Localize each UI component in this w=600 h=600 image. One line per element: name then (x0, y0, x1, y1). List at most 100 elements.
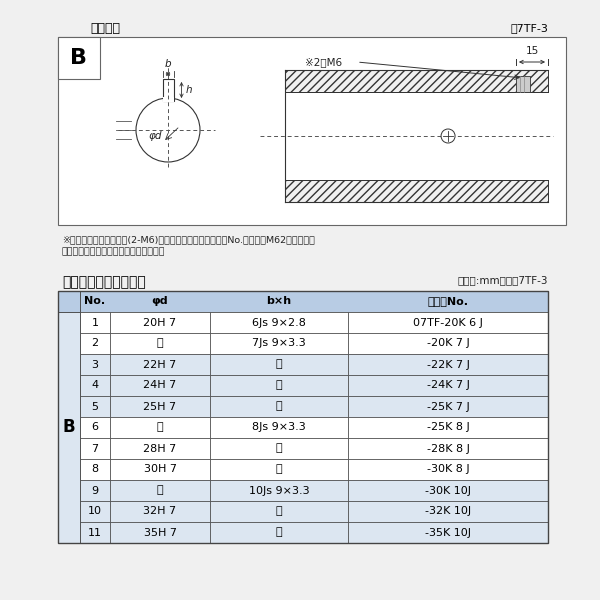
Text: -25K 7 J: -25K 7 J (427, 401, 469, 412)
Text: 28H 7: 28H 7 (143, 443, 176, 454)
Bar (80, 375, 110, 396)
Text: 〃: 〃 (157, 485, 163, 496)
Text: 3: 3 (91, 359, 98, 370)
Text: -22K 7 J: -22K 7 J (427, 359, 469, 370)
Text: 30H 7: 30H 7 (143, 464, 176, 475)
Text: 25H 7: 25H 7 (143, 401, 176, 412)
Bar (110, 459, 210, 480)
Text: -30K 10J: -30K 10J (425, 485, 471, 496)
Text: -32K 10J: -32K 10J (425, 506, 471, 517)
Text: 22H 7: 22H 7 (143, 359, 176, 370)
Text: No.: No. (85, 296, 106, 307)
Bar (58, 291, 548, 543)
Bar (163, 97, 173, 102)
Text: 〃: 〃 (275, 464, 283, 475)
Text: 24H 7: 24H 7 (143, 380, 176, 391)
Text: 〃: 〃 (157, 422, 163, 433)
Bar (110, 522, 210, 543)
Text: 07TF-20K 6 J: 07TF-20K 6 J (413, 317, 483, 328)
Text: 〃: 〃 (275, 401, 283, 412)
Text: 〃: 〃 (275, 380, 283, 391)
Text: ※2－M6: ※2－M6 (305, 57, 342, 67)
Text: -35K 10J: -35K 10J (425, 527, 471, 538)
Text: h: h (185, 85, 192, 95)
Bar (210, 354, 348, 375)
Bar (285, 180, 548, 202)
Bar (210, 375, 348, 396)
Bar (110, 417, 210, 438)
Bar (210, 459, 348, 480)
Bar (58, 312, 80, 543)
Text: 7Js 9×3.3: 7Js 9×3.3 (252, 338, 306, 349)
Text: 5: 5 (91, 401, 98, 412)
Text: φd: φd (152, 296, 169, 307)
Text: （単位:mm）　表7TF-3: （単位:mm） 表7TF-3 (458, 275, 548, 285)
Bar (58, 37, 100, 79)
Bar (58, 37, 566, 225)
Bar (210, 333, 348, 354)
Bar (210, 480, 348, 501)
Text: 8Js 9×3.3: 8Js 9×3.3 (252, 422, 306, 433)
Bar (348, 438, 548, 459)
Text: φd: φd (148, 131, 162, 141)
Text: 6Js 9×2.8: 6Js 9×2.8 (252, 317, 306, 328)
Bar (80, 396, 110, 417)
Text: 〃: 〃 (275, 527, 283, 538)
Text: 軸穴形状コード一覧表: 軸穴形状コード一覧表 (62, 275, 146, 289)
Bar (348, 501, 548, 522)
Text: 9: 9 (91, 485, 98, 496)
Bar (80, 501, 110, 522)
Bar (110, 501, 210, 522)
Text: 7: 7 (91, 443, 98, 454)
Bar (110, 438, 210, 459)
Bar (80, 291, 548, 312)
Text: B: B (62, 419, 76, 437)
Bar (110, 312, 210, 333)
Text: 32H 7: 32H 7 (143, 506, 176, 517)
Bar (80, 438, 110, 459)
Bar (80, 354, 110, 375)
Text: 図7TF-3: 図7TF-3 (510, 23, 548, 33)
Text: 10Js 9×3.3: 10Js 9×3.3 (248, 485, 310, 496)
Bar (210, 522, 348, 543)
Circle shape (136, 98, 200, 162)
Text: b: b (164, 59, 172, 69)
Bar (110, 396, 210, 417)
Bar (80, 522, 110, 543)
Text: -25K 8 J: -25K 8 J (427, 422, 469, 433)
Bar (348, 333, 548, 354)
Text: -20K 7 J: -20K 7 J (427, 338, 469, 349)
Bar (210, 312, 348, 333)
Bar (348, 354, 548, 375)
Text: 〃: 〃 (275, 359, 283, 370)
Bar (110, 333, 210, 354)
Text: -28K 8 J: -28K 8 J (427, 443, 469, 454)
Bar (80, 480, 110, 501)
Text: 15: 15 (526, 46, 539, 56)
Text: 2: 2 (91, 338, 98, 349)
Text: 1: 1 (91, 317, 98, 328)
Bar (348, 417, 548, 438)
Bar (210, 417, 348, 438)
Bar (110, 480, 210, 501)
Bar (80, 333, 110, 354)
Text: 6: 6 (91, 422, 98, 433)
Text: 8: 8 (91, 464, 98, 475)
Bar (348, 396, 548, 417)
Bar (80, 417, 110, 438)
Text: （セットボルトは付属されています。）: （セットボルトは付属されています。） (62, 247, 166, 256)
Bar (80, 312, 110, 333)
Text: -24K 7 J: -24K 7 J (427, 380, 469, 391)
Text: ※セットボルト用タップ(2-M6)が必要な場合は右記コードNo.の末尾にM62を付ける。: ※セットボルト用タップ(2-M6)が必要な場合は右記コードNo.の末尾にM62を… (62, 235, 315, 244)
Bar (348, 312, 548, 333)
Bar (210, 501, 348, 522)
Bar (80, 459, 110, 480)
Text: b×h: b×h (266, 296, 292, 307)
Text: 4: 4 (91, 380, 98, 391)
Text: 20H 7: 20H 7 (143, 317, 176, 328)
Bar (348, 480, 548, 501)
Bar (348, 459, 548, 480)
Bar (110, 375, 210, 396)
Bar (348, 375, 548, 396)
Bar (110, 354, 210, 375)
